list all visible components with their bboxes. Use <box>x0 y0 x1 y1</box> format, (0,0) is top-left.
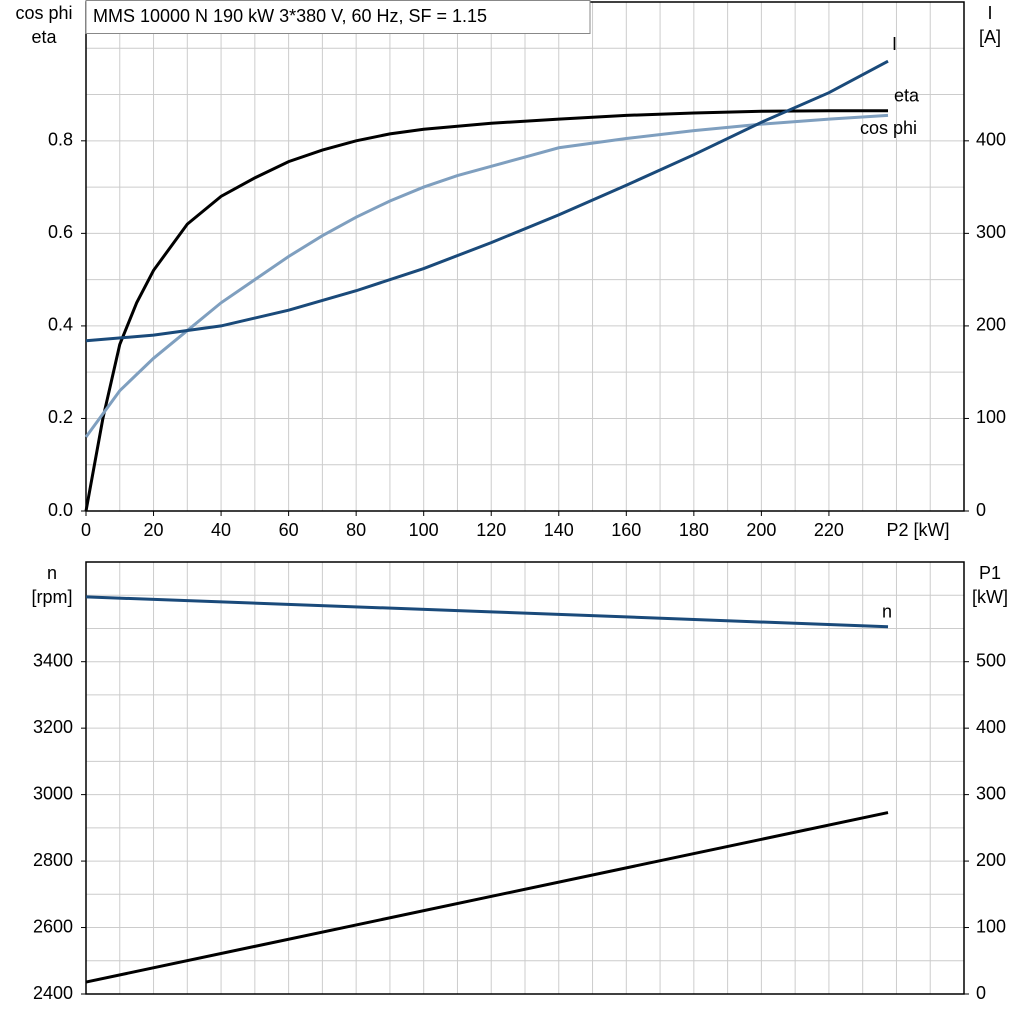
y-tick-label: 0.6 <box>48 222 73 242</box>
y2-axis-label: [kW] <box>972 587 1008 607</box>
x-tick-label: 60 <box>279 520 299 540</box>
y-tick-label: 3400 <box>33 650 73 670</box>
series-label: n <box>882 602 892 622</box>
line-series <box>85 595 889 629</box>
y2-tick-label: 100 <box>976 407 1006 427</box>
line-series <box>85 59 889 343</box>
y2-axis-label: P1 <box>979 563 1001 583</box>
series-label: I <box>892 34 897 54</box>
y2-axis-label: I <box>987 3 992 23</box>
x-tick-label: 220 <box>814 520 844 540</box>
x-tick-label: 180 <box>679 520 709 540</box>
y2-tick-label: 100 <box>976 916 1006 936</box>
x-tick-label: 120 <box>476 520 506 540</box>
y2-tick-label: 300 <box>976 222 1006 242</box>
y2-axis-label: [A] <box>979 27 1001 47</box>
line-series <box>84 109 889 512</box>
y-tick-label: 3000 <box>33 783 73 803</box>
y-tick-label: 0.4 <box>48 315 73 335</box>
y2-tick-label: 500 <box>976 650 1006 670</box>
y-axis-label: eta <box>31 27 57 47</box>
x-tick-label: 140 <box>544 520 574 540</box>
y-tick-label: 3200 <box>33 717 73 737</box>
x-tick-label: 0 <box>81 520 91 540</box>
y-tick-label: 0.2 <box>48 407 73 427</box>
y2-tick-label: 200 <box>976 315 1006 335</box>
y-tick-label: 2800 <box>33 850 73 870</box>
y2-tick-label: 0 <box>976 500 986 520</box>
x-tick-label: 200 <box>746 520 776 540</box>
x-axis-label: P2 [kW] <box>886 520 949 540</box>
x-tick-label: 20 <box>144 520 164 540</box>
line-series <box>85 811 889 984</box>
y2-tick-label: 200 <box>976 850 1006 870</box>
series-label: eta <box>894 85 920 105</box>
series-label: cos phi <box>860 118 917 138</box>
y-axis-label: cos phi <box>15 3 72 23</box>
y2-tick-label: 400 <box>976 717 1006 737</box>
y2-tick-label: 400 <box>976 130 1006 150</box>
x-tick-label: 100 <box>409 520 439 540</box>
y-axis-label: [rpm] <box>31 587 72 607</box>
line-series <box>84 113 889 438</box>
plot-frame <box>85 561 965 995</box>
y2-tick-label: 300 <box>976 783 1006 803</box>
title-box <box>85 0 591 34</box>
chart-title: MMS 10000 N 190 kW 3*380 V, 60 Hz, SF = … <box>93 6 487 26</box>
y2-tick-label: 0 <box>976 983 986 1003</box>
y-axis-label: n <box>47 563 57 583</box>
y-tick-label: 2600 <box>33 916 73 936</box>
x-tick-label: 160 <box>611 520 641 540</box>
y-tick-label: 2400 <box>33 983 73 1003</box>
y-tick-label: 0.0 <box>48 500 73 520</box>
x-tick-label: 80 <box>346 520 366 540</box>
y-tick-label: 0.8 <box>48 130 73 150</box>
x-tick-label: 40 <box>211 520 231 540</box>
